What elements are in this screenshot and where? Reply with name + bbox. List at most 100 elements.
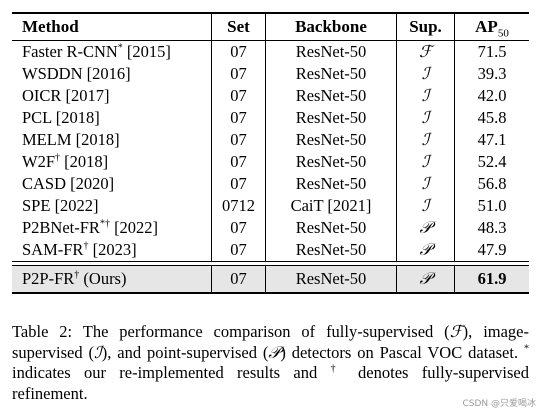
row-set: 07 — [212, 63, 266, 85]
caption-text-4: ) detectors on Pascal VOC dataset. — [280, 342, 519, 362]
row-set: 07 — [212, 239, 266, 262]
row-method: OICR [2017] — [12, 85, 212, 107]
method-citation: (Ours) — [79, 269, 127, 288]
row-method: SAM-FR† [2023] — [12, 239, 212, 262]
method-name: WSDDN — [22, 64, 83, 83]
caption-star: * — [524, 343, 529, 354]
method-name: PCL — [22, 108, 52, 127]
ours-row-method: P2P-FR† (Ours) — [12, 266, 212, 294]
row-supervision: 𝒫 — [397, 217, 455, 239]
row-supervision: ℐ — [397, 63, 455, 85]
row-method: Faster R-CNN* [2015] — [12, 41, 212, 63]
method-citation: [2022] — [109, 218, 159, 237]
row-method: WSDDN [2016] — [12, 63, 212, 85]
method-name: W2F — [22, 152, 55, 171]
method-citation: [2015] — [122, 42, 171, 61]
method-footnote-mark: † — [55, 152, 60, 164]
row-backbone: ResNet-50 — [266, 239, 397, 262]
method-name: P2P-FR — [22, 269, 75, 288]
caption-text-6: denotes fully-supervised refinement. — [12, 363, 529, 403]
method-name: CASD — [22, 174, 67, 193]
row-supervision: ℐ — [397, 107, 455, 129]
row-set: 07 — [212, 173, 266, 195]
row-backbone: ResNet-50 — [266, 41, 397, 63]
row-ap50: 39.3 — [477, 64, 507, 83]
method-citation: [2016] — [82, 64, 131, 83]
header-set: Set — [212, 12, 266, 41]
row-ap50: 45.8 — [477, 108, 507, 127]
ours-row-supervision: 𝒫 — [397, 266, 455, 294]
row-backbone: ResNet-50 — [266, 63, 397, 85]
row-method: W2F† [2018] — [12, 151, 212, 173]
row-backbone: CaiT [2021] — [266, 195, 397, 217]
row-supervision: ℐ — [397, 85, 455, 107]
method-name: SPE — [22, 196, 51, 215]
row-method: PCL [2018] — [12, 107, 212, 129]
header-sup: Sup. — [397, 12, 455, 41]
header-method: Method — [12, 12, 212, 41]
watermark: CSDN @只爱喝冰 — [462, 399, 536, 409]
caption-dagger: † — [330, 363, 345, 375]
method-name: SAM-FR — [22, 240, 84, 259]
row-ap50: 47.9 — [455, 239, 529, 262]
row-backbone: ResNet-50 — [266, 151, 397, 173]
row-ap50: 48.3 — [477, 218, 507, 237]
caption-text-5: indicates our re-implemented results and — [12, 363, 318, 382]
ours-row-set: 07 — [212, 266, 266, 294]
row-ap50: 71.5 — [477, 42, 507, 61]
row-method: P2BNet-FR*† [2022] — [12, 217, 212, 239]
row-set: 07 — [212, 129, 266, 151]
header-backbone: Backbone — [266, 12, 397, 41]
method-footnote-mark: * — [117, 42, 123, 54]
caption-text-2: ), image-supervised ( — [12, 322, 529, 362]
row-supervision: ℐ — [397, 129, 455, 151]
method-footnote-mark: † — [83, 240, 89, 252]
row-backbone: ResNet-50 — [266, 129, 397, 151]
method-citation: [2018] — [71, 130, 120, 149]
method-footnote-mark: † — [74, 269, 80, 281]
row-method: CASD [2020] — [12, 173, 212, 195]
row-method: MELM [2018] — [12, 129, 212, 151]
caption-symbol-i: ℐ — [93, 342, 102, 362]
row-set: 07 — [212, 85, 266, 107]
row-supervision: ℱ — [397, 41, 455, 63]
ours-row-ap50: 61.9 — [455, 266, 529, 294]
row-supervision: ℐ — [397, 195, 455, 217]
caption-symbol-p: 𝒫 — [268, 342, 281, 362]
row-backbone: ResNet-50 — [266, 107, 397, 129]
header-ap-label: AP — [475, 17, 498, 36]
method-name: P2BNet-FR — [22, 218, 100, 237]
method-footnote-mark: *† — [99, 218, 110, 230]
row-supervision: ℐ — [397, 151, 455, 173]
method-citation: [2020] — [66, 174, 115, 193]
row-backbone: ResNet-50 — [266, 173, 397, 195]
table-caption: Table 2: The performance comparison of f… — [12, 322, 529, 404]
table-separator — [12, 262, 529, 266]
row-ap50: 52.4 — [477, 152, 507, 171]
row-method: SPE [2022] — [12, 195, 212, 217]
row-supervision: ℐ — [397, 173, 455, 195]
row-set: 07 — [212, 151, 266, 173]
method-citation: [2018] — [51, 108, 100, 127]
caption-text-3: ), and point-supervised ( — [101, 342, 269, 362]
ours-row-backbone: ResNet-50 — [266, 266, 397, 294]
row-set: 07 — [212, 107, 266, 129]
row-ap50: 56.8 — [477, 174, 507, 193]
row-ap50: 51.0 — [477, 196, 507, 215]
method-name: MELM — [22, 130, 72, 149]
row-set: 07 — [212, 41, 266, 63]
row-backbone: ResNet-50 — [266, 85, 397, 107]
row-ap50: 42.0 — [477, 86, 507, 105]
row-set: 07 — [212, 217, 266, 239]
row-set: 0712 — [212, 195, 266, 217]
row-supervision: 𝒫 — [397, 239, 455, 262]
row-backbone: ResNet-50 — [266, 217, 397, 239]
method-citation: [2023] — [88, 240, 137, 259]
method-name: Faster R-CNN — [22, 42, 118, 61]
header-ap-subscript: 50 — [497, 27, 509, 40]
method-citation: [2017] — [61, 86, 110, 105]
caption-symbol-f: ℱ — [449, 322, 463, 341]
row-ap50: 47.1 — [477, 130, 507, 149]
header-ap: AP50 — [455, 12, 529, 41]
results-table: Method Set Backbone Sup. AP50 Faster R-C… — [12, 12, 529, 294]
